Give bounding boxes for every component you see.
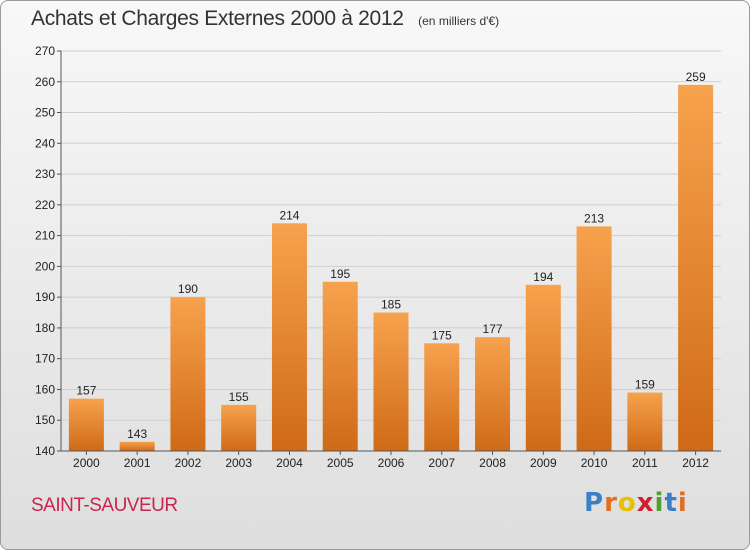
data-label-2005: 195 — [330, 267, 350, 281]
y-tick-label: 140 — [35, 444, 55, 458]
y-tick-label: 210 — [35, 229, 55, 243]
x-tick-label-2001: 2001 — [124, 456, 151, 470]
bar-2008 — [475, 337, 511, 451]
bar-2007 — [424, 343, 460, 451]
data-label-2009: 194 — [533, 270, 553, 284]
bar-2011 — [627, 392, 663, 451]
y-tick-label: 190 — [35, 290, 55, 304]
axes — [57, 50, 721, 455]
logo-letter: t — [664, 488, 678, 518]
bar-2001 — [119, 441, 155, 451]
y-tick-label: 260 — [35, 75, 55, 89]
data-label-2007: 175 — [432, 328, 452, 342]
y-tick-label: 240 — [35, 136, 55, 150]
data-label-2006: 185 — [381, 298, 401, 312]
data-label-2004: 214 — [279, 208, 299, 222]
data-label-2008: 177 — [483, 322, 503, 336]
logo-letter: x — [636, 488, 655, 518]
data-label-2001: 143 — [127, 427, 147, 441]
data-label-2003: 155 — [229, 390, 249, 404]
place-name: SAINT-SAUVEUR — [31, 495, 178, 516]
x-tick-label-2007: 2007 — [428, 456, 455, 470]
y-tick-label: 270 — [35, 44, 55, 58]
logo-letter: i — [677, 488, 688, 518]
chart-subtitle: (en milliers d'€) — [418, 14, 500, 28]
bar-2006 — [373, 312, 409, 451]
x-tick-label-2004: 2004 — [276, 456, 303, 470]
y-tick-label: 230 — [35, 167, 55, 181]
bar-2010 — [576, 226, 612, 451]
y-tick-label: 150 — [35, 413, 55, 427]
data-label-2010: 213 — [584, 211, 604, 225]
x-tick-label-2009: 2009 — [530, 456, 557, 470]
bar-2002 — [170, 297, 206, 451]
y-tick-label: 220 — [35, 198, 55, 212]
bar-2005 — [322, 281, 358, 451]
data-label-2002: 190 — [178, 282, 198, 296]
x-tick-label-2000: 2000 — [73, 456, 100, 470]
x-tick-label-2008: 2008 — [479, 456, 506, 470]
x-tick-label-2012: 2012 — [682, 456, 709, 470]
data-label-2012: 259 — [686, 70, 706, 84]
x-tick-label-2010: 2010 — [581, 456, 608, 470]
x-tick-label-2005: 2005 — [327, 456, 354, 470]
logo-letter: P — [584, 488, 605, 518]
x-tick-label-2006: 2006 — [378, 456, 405, 470]
y-tick-label: 180 — [35, 321, 55, 335]
chart-title: Achats et Charges Externes 2000 à 2012 — [31, 7, 404, 30]
chart-title-area: Achats et Charges Externes 2000 à 2012 (… — [31, 7, 499, 31]
y-tick-label: 200 — [35, 259, 55, 273]
x-tick-label-2002: 2002 — [175, 456, 202, 470]
bar-2003 — [221, 404, 257, 451]
y-tick-label: 160 — [35, 382, 55, 396]
logo-letter: o — [617, 488, 637, 518]
data-label-2000: 157 — [76, 384, 96, 398]
x-tick-label-2003: 2003 — [225, 456, 252, 470]
x-tick-label-2011: 2011 — [632, 456, 658, 470]
y-tick-label: 170 — [35, 352, 55, 366]
bar-2004 — [271, 223, 307, 451]
bar-2009 — [525, 284, 561, 451]
y-tick-label: 250 — [35, 106, 55, 120]
bar-2000 — [68, 398, 104, 451]
bars — [68, 84, 714, 451]
labels: 140 150 160 170 180 190 200 210 220 230 240 250 260 2… — [35, 44, 709, 470]
proxiti-logo: Proxiti — [584, 488, 688, 518]
bar-2012 — [678, 84, 714, 451]
logo-letter: i — [654, 488, 665, 518]
logo-letter: r — [604, 488, 618, 518]
data-label-2011: 159 — [635, 378, 655, 392]
